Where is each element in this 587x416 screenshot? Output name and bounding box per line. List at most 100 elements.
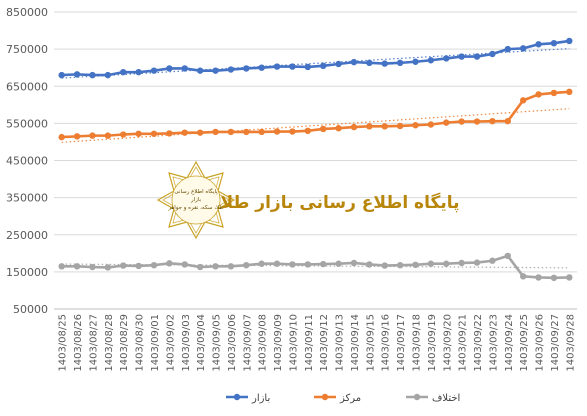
x-tick-label: 1403/09/23 [488,314,499,372]
data-point [104,132,112,139]
x-tick-label: 1403/08/26 [73,314,84,372]
data-point [212,263,219,270]
data-point [535,41,542,48]
data-point [150,130,158,137]
x-tick-label: 1403/09/24 [504,314,515,372]
y-tick-label: 450000 [6,155,48,168]
data-point [504,117,511,125]
y-tick-label: 750000 [6,43,48,56]
data-point [181,65,188,72]
x-tick-label: 1403/09/11 [304,314,315,372]
legend-item: اختلاف [406,393,460,404]
x-tick-label: 1403/09/10 [288,314,299,372]
data-point [566,37,573,45]
data-point [489,257,496,264]
legend-swatch-marker [233,393,241,401]
x-tick-label: 1403/09/20 [442,314,453,372]
data-point [243,65,250,72]
x-tick-label: 1403/09/05 [212,314,223,372]
legend-swatch-marker [413,393,421,401]
data-point [150,261,158,269]
data-point [196,263,204,271]
data-point [519,273,527,280]
data-point [504,45,511,53]
data-point [458,118,465,125]
data-point [350,259,358,267]
data-point [489,50,496,58]
data-point [458,53,465,60]
data-point [73,133,81,140]
data-point [73,71,81,78]
data-point [366,261,373,268]
data-point [120,131,127,138]
seal-line-3: طلا، سکه، نقره و جواهر [167,204,223,211]
data-point [304,261,312,268]
x-tick-label: 1403/09/03 [181,314,192,372]
x-tick-label: 1403/09/26 [535,314,546,372]
x-tick-label: 1403/08/25 [58,314,69,372]
data-point [366,123,373,130]
x-tick-label: 1403/09/17 [396,314,407,372]
y-tick-label: 550000 [6,117,48,130]
x-tick-label: 1403/09/14 [350,314,361,372]
x-tick-label: 1403/09/16 [381,314,392,372]
series-lines [58,37,573,282]
data-point [212,67,219,74]
data-point [550,274,558,282]
gridlines [54,11,577,310]
seal-logo: پایگاه اطلاع رسانی بازار طلا، سکه، نقره … [156,160,236,240]
watermark: پایگاه اطلاع رسانی بازار طلا، سکه، نقره … [156,160,460,240]
x-tick-label: 1403/09/01 [150,314,161,372]
x-tick-label: 1403/09/06 [227,314,238,372]
data-point [381,262,388,269]
seal-line-1: پایگاه اطلاع رسانی [174,188,218,195]
data-point [181,129,188,136]
data-point [196,67,204,74]
legend-label: اختلاف [432,393,460,404]
data-point [535,91,542,98]
data-point [289,63,296,70]
data-point [366,59,373,67]
series-line [61,90,570,139]
y-tick-label: 350000 [6,192,48,205]
watermark-title: پایگاه اطلاع رسانی بازار طلا [220,192,459,213]
data-point [319,62,327,70]
data-point [396,261,404,269]
data-point [104,71,112,79]
trendline [61,108,570,143]
x-tick-label: 1403/09/02 [165,314,176,372]
data-point [258,260,265,267]
legend-label: بازار [251,393,270,404]
x-tick-label: 1403/09/18 [411,314,422,372]
x-axis-ticks: 1403/08/25 1403/08/26 1403/08/27 1403/08/28… [58,314,577,372]
data-point [519,97,527,104]
x-tick-label: 1403/08/28 [104,314,115,372]
data-point [273,260,281,267]
data-point [550,89,558,97]
data-point [381,60,388,67]
data-point [258,128,265,136]
data-point [319,260,327,268]
data-point [458,259,465,267]
data-point [89,71,96,79]
x-tick-label: 1403/09/12 [319,314,330,372]
data-point [104,264,112,271]
data-point [120,262,127,269]
data-point [396,59,404,67]
data-point [335,60,342,68]
legend-swatch-marker [321,393,329,401]
series-line [61,39,570,77]
legend-item: بازار [226,393,270,404]
data-point [412,261,419,269]
legend-label: مرکز [339,393,361,404]
y-tick-label: 850000 [6,6,48,19]
y-tick-label: 150000 [6,266,48,279]
seal-line-2: بازار [190,197,202,203]
data-point [289,261,296,268]
x-tick-label: 1403/08/29 [119,314,130,372]
data-point [58,263,65,270]
data-point [150,67,158,74]
x-tick-label: 1403/09/13 [335,314,346,372]
data-point [350,123,358,131]
